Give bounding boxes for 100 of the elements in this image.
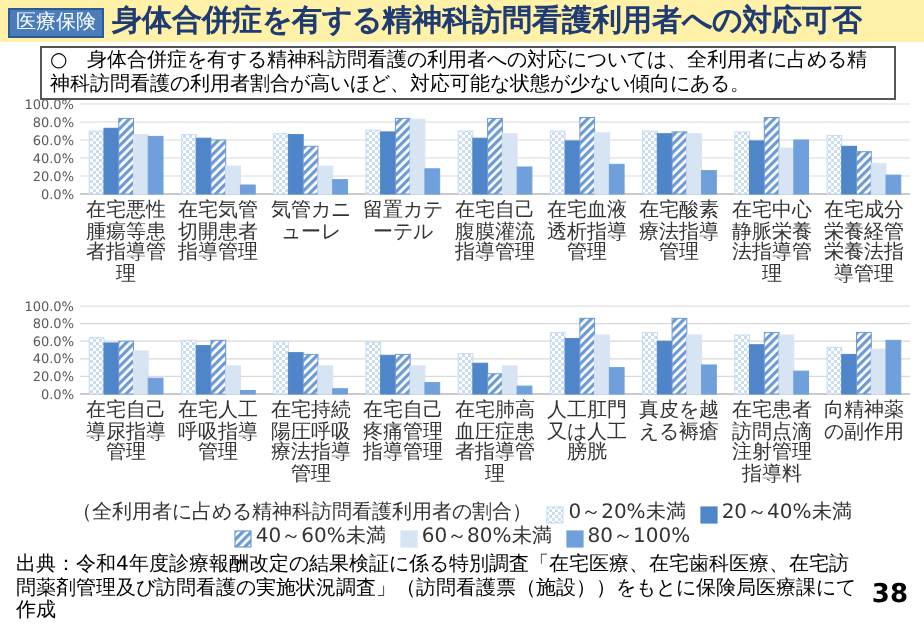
bar bbox=[225, 165, 241, 195]
bar bbox=[749, 344, 765, 395]
bar bbox=[856, 151, 872, 195]
bar bbox=[642, 331, 658, 395]
bar bbox=[394, 117, 411, 195]
text: 38 bbox=[871, 580, 908, 610]
x-tick-label: 在宅自己腹膜灌流指導管理 bbox=[453, 200, 537, 265]
bar bbox=[778, 147, 795, 195]
bar bbox=[132, 350, 149, 395]
bar bbox=[332, 179, 348, 195]
chart-subtitle: ○ 身体合併症を有する精神科訪問看護の利用者への対応については、全利用者に占める精神科訪問看護の利用者割合が高いほど、対応可能な状態が少ない傾向にある。 bbox=[40, 46, 896, 100]
bar bbox=[793, 139, 810, 195]
x-tick-label: 人工肛門又は人工膀胱 bbox=[545, 400, 630, 465]
bar bbox=[734, 131, 751, 195]
bar bbox=[380, 131, 396, 195]
bar bbox=[239, 184, 256, 195]
bar bbox=[656, 133, 673, 195]
bar bbox=[701, 170, 717, 195]
bar bbox=[273, 133, 289, 195]
bar bbox=[118, 117, 134, 195]
bar bbox=[778, 334, 795, 395]
bar bbox=[885, 174, 902, 195]
bar bbox=[856, 331, 872, 395]
bar bbox=[195, 345, 212, 395]
bar bbox=[147, 377, 164, 395]
x-tick-label: 真皮を越える褥瘡 bbox=[637, 400, 722, 444]
bar bbox=[734, 334, 751, 395]
bar bbox=[749, 140, 765, 195]
bar bbox=[549, 331, 566, 395]
bar bbox=[424, 382, 441, 395]
bar bbox=[424, 168, 441, 195]
x-tick-label: 在宅人工呼吸指導管理 bbox=[176, 400, 261, 465]
bar bbox=[210, 339, 227, 395]
bar bbox=[579, 317, 596, 395]
bar bbox=[287, 352, 304, 395]
bar bbox=[608, 367, 625, 395]
bar bbox=[302, 353, 319, 395]
bar bbox=[472, 362, 489, 395]
bar bbox=[793, 370, 810, 395]
chart-title: 身体合併症を有する精神科訪問看護利用者への対応可否 bbox=[112, 2, 862, 40]
x-tick-label: 在宅成分栄養経管栄養法指導管理 bbox=[821, 200, 906, 286]
bar bbox=[826, 346, 843, 395]
bar bbox=[870, 162, 887, 195]
bar bbox=[180, 134, 197, 195]
x-tick-label: 在宅持続陽圧呼吸療法指導管理 bbox=[268, 400, 353, 486]
bar bbox=[365, 129, 382, 195]
bar bbox=[287, 134, 304, 195]
bar bbox=[701, 364, 717, 395]
bar bbox=[487, 117, 503, 195]
bar bbox=[516, 385, 533, 395]
bar bbox=[487, 373, 503, 395]
bar bbox=[564, 140, 581, 195]
bar bbox=[317, 365, 334, 395]
bar bbox=[870, 348, 887, 395]
bar bbox=[594, 132, 610, 195]
bar bbox=[180, 339, 197, 395]
legend-title: （全利用者に占める精神科訪問看護利用者の割合） bbox=[72, 502, 533, 525]
bar bbox=[103, 127, 120, 195]
bar bbox=[103, 342, 120, 395]
x-tick-label: 在宅酸素療法指導管理 bbox=[637, 200, 722, 265]
x-tick-label: 在宅自己導尿指導管理 bbox=[84, 400, 169, 465]
legend-label: 60～80%未満 bbox=[421, 526, 552, 550]
bar bbox=[594, 334, 610, 395]
bar bbox=[210, 139, 227, 195]
bar bbox=[841, 145, 858, 195]
x-tick-label: 在宅自己疼痛管理指導管理 bbox=[360, 400, 445, 465]
x-tick-label: 留置カテーテル bbox=[360, 200, 445, 244]
bar bbox=[457, 130, 474, 195]
bar bbox=[763, 331, 780, 395]
x-tick-label: 在宅肺高血圧症患者指導管理 bbox=[453, 400, 537, 486]
bar bbox=[118, 340, 134, 395]
x-tick-label: 在宅血液透析指導管理 bbox=[545, 200, 630, 265]
bar bbox=[273, 340, 289, 395]
bar bbox=[549, 130, 566, 195]
bar bbox=[225, 365, 241, 395]
bar bbox=[671, 131, 688, 195]
x-tick-label: 在宅気管切開患者指導管理 bbox=[176, 200, 261, 265]
bar bbox=[642, 130, 658, 195]
bar bbox=[686, 334, 703, 395]
bar bbox=[302, 145, 319, 195]
legend-label: 40～60%未満 bbox=[255, 526, 386, 550]
text: 医療保険 bbox=[8, 8, 104, 38]
legend-label: 20～40%未満 bbox=[721, 502, 852, 526]
bar bbox=[88, 130, 105, 195]
legend-label: 0～20%未満 bbox=[568, 502, 686, 526]
bar bbox=[332, 388, 348, 395]
bar bbox=[579, 117, 596, 195]
bar bbox=[841, 353, 858, 395]
bar bbox=[394, 353, 411, 395]
bar bbox=[564, 338, 581, 395]
bar bbox=[365, 341, 382, 395]
bar bbox=[409, 365, 426, 395]
bar bbox=[317, 165, 334, 195]
bar bbox=[501, 365, 518, 395]
bar bbox=[516, 166, 533, 195]
source-note: 出典：令和4年度診療報酬改定の結果検証に係る特別調査「在宅医療、在宅歯科医療、在宅訪問薬剤管理及び訪問看護の実施状況調査」（訪問看護票（施設））をもとに保険局医療課にて作成 bbox=[16, 554, 858, 623]
bar bbox=[826, 135, 843, 195]
bar bbox=[132, 134, 149, 195]
bar bbox=[472, 137, 489, 195]
bar bbox=[380, 354, 396, 395]
